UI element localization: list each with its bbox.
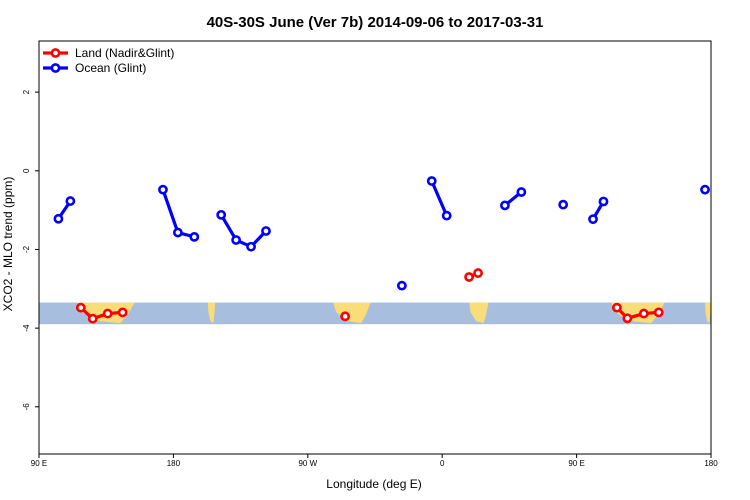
plot-frame (38, 40, 712, 455)
x-axis-label: Longitude (deg E) (326, 477, 421, 491)
map-land (207, 302, 216, 324)
x-tick-label: 90 E (31, 459, 47, 468)
map-land (610, 302, 665, 324)
data-point (588, 214, 598, 225)
data-point (246, 241, 256, 252)
data-point (261, 226, 271, 236)
legend: Land (Nadir&Glint)Ocean (Glint) (43, 46, 174, 75)
legend-marker (50, 63, 61, 73)
data-point (102, 308, 113, 319)
data-point (500, 200, 510, 211)
series-line (219, 214, 268, 249)
x-tick-label: 180 (704, 459, 718, 468)
data-point (172, 227, 183, 238)
plot-area: 90 E 180 90 W 0 90 E 180 2 0 -2 -4 -6 Land (Nadir&G… (22, 40, 718, 468)
y-axis-label: XCO2 - MLO trend (ppm) (1, 177, 15, 312)
data-point (75, 302, 86, 313)
y-tick-label: -2 (22, 245, 31, 253)
data-point (558, 199, 569, 210)
data-point (87, 313, 98, 324)
data-point (117, 307, 128, 318)
data-point (426, 176, 437, 186)
data-point (473, 268, 483, 278)
legend-label: Ocean (Glint) (75, 61, 146, 75)
map-land (705, 302, 711, 324)
data-point (638, 308, 649, 319)
series-line (430, 180, 449, 217)
series-ocean (53, 176, 710, 291)
data-point (700, 184, 710, 195)
series-land (75, 268, 664, 324)
data-point (622, 313, 633, 324)
data-point (53, 213, 64, 224)
data-point (158, 184, 168, 195)
map-land (333, 302, 371, 324)
data-point (65, 196, 76, 206)
y-tick-label: 0 (22, 168, 31, 173)
map-band-ocean (39, 302, 711, 325)
series-line (615, 306, 659, 320)
map-land (469, 302, 489, 324)
data-point (441, 210, 452, 221)
chart-title: 40S-30S June (Ver 7b) 2014-09-06 to 2017… (207, 14, 544, 31)
data-point (516, 187, 527, 197)
data-point (231, 235, 242, 245)
y-tick-label: 2 (22, 89, 31, 94)
y-tick-label: -6 (22, 403, 31, 411)
x-tick-label: 0 (440, 459, 445, 468)
x-tick-label: 90 E (568, 459, 584, 468)
x-tick-label: 180 (167, 459, 181, 468)
data-point (189, 231, 200, 242)
series-line (79, 306, 123, 321)
data-point (396, 280, 407, 291)
data-point (598, 196, 609, 207)
data-point (216, 209, 227, 220)
y-tick-label: -4 (22, 324, 31, 332)
legend-label: Land (Nadir&Glint) (75, 46, 174, 60)
data-point (653, 307, 664, 318)
data-point (464, 272, 474, 282)
x-tick-label: 90 W (298, 459, 317, 468)
data-point (612, 302, 622, 313)
data-point (340, 311, 351, 322)
legend-marker (50, 48, 61, 58)
